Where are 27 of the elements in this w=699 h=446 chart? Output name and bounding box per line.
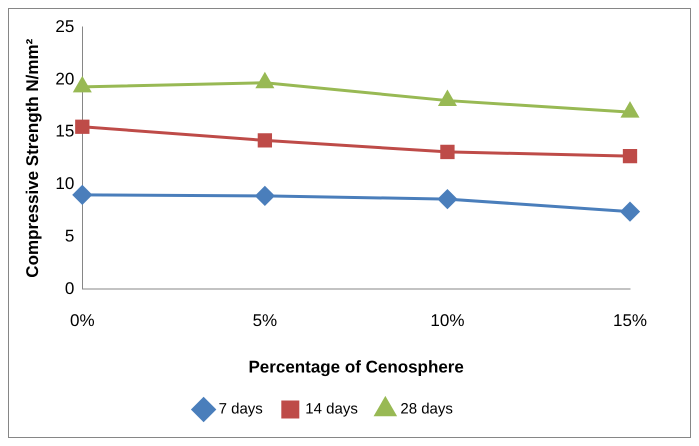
legend-label: 28 days [400, 400, 453, 418]
y-tick-label: 20 [55, 69, 74, 88]
point [622, 148, 638, 164]
x-axis-title: Percentage of Cenosphere [248, 357, 464, 376]
x-tick-label: 0% [70, 311, 95, 330]
point [256, 73, 274, 88]
y-tick-label: 25 [55, 16, 74, 36]
point [75, 120, 90, 134]
legend-label: 7 days [218, 400, 263, 418]
point [440, 144, 455, 160]
x-tick-label: 10% [430, 311, 464, 330]
point [255, 186, 274, 206]
y-tick-label: 5 [64, 226, 74, 246]
y-tick-label: 0 [64, 278, 74, 298]
point [439, 91, 456, 106]
x-tick-label: 15% [612, 311, 648, 330]
point [622, 102, 638, 118]
y-axis-title: Compressive Strength N/mm² [22, 38, 42, 278]
point [74, 77, 91, 92]
point [258, 133, 272, 148]
y-tick-label: 15 [55, 122, 74, 141]
point [438, 190, 457, 209]
y-tick-label: 10 [55, 174, 74, 194]
point [72, 185, 92, 204]
point [620, 202, 640, 222]
legend-label: 14 days [305, 400, 358, 418]
x-tick-label: 5% [252, 311, 278, 330]
